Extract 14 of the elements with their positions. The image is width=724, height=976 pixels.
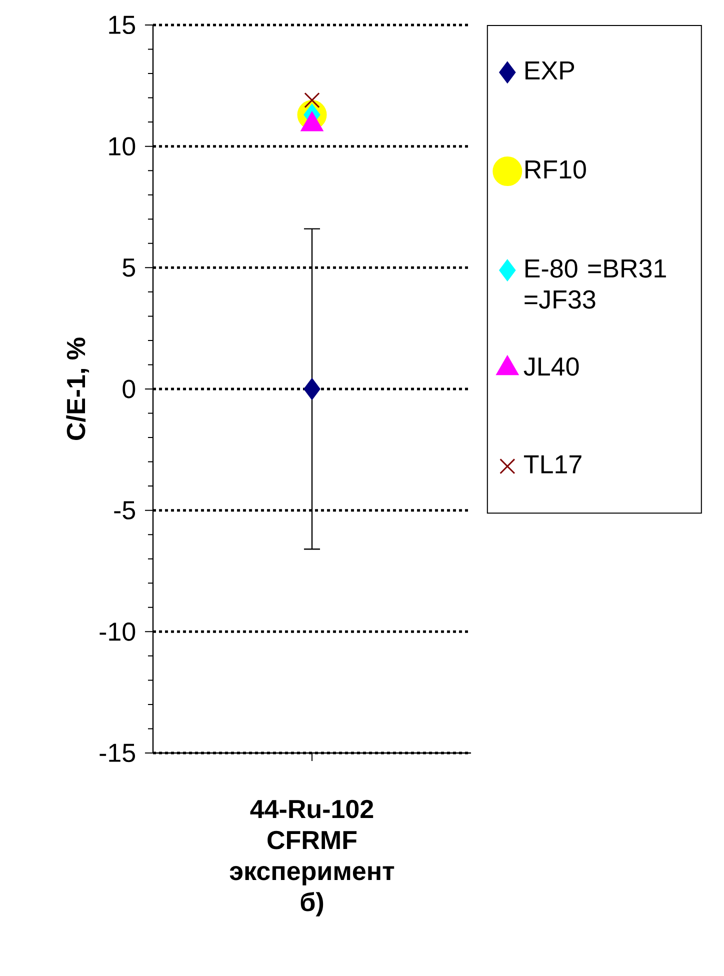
y-tick-label: 15 bbox=[109, 16, 136, 34]
y-tick-label: 0 bbox=[122, 380, 136, 398]
y-tick-label: -10 bbox=[100, 622, 136, 641]
legend-label: EXP bbox=[526, 61, 574, 80]
legend-label: JL40 bbox=[524, 357, 579, 376]
x-tick-label: 44-Ru-102 CFRMF эксперимент б) bbox=[230, 800, 394, 916]
y-tick-label: -15 bbox=[100, 744, 136, 762]
y-tick-label: 5 bbox=[122, 258, 136, 277]
legend-label: RF10 bbox=[526, 160, 586, 179]
y-tick-label: 10 bbox=[109, 137, 136, 156]
legend-label: TL17 bbox=[524, 455, 582, 474]
y-tick-label: -5 bbox=[114, 501, 136, 520]
y-axis-title: C/E-1, % bbox=[66, 338, 90, 440]
legend-label: E-80 =BR31 =JF33 bbox=[524, 259, 666, 309]
